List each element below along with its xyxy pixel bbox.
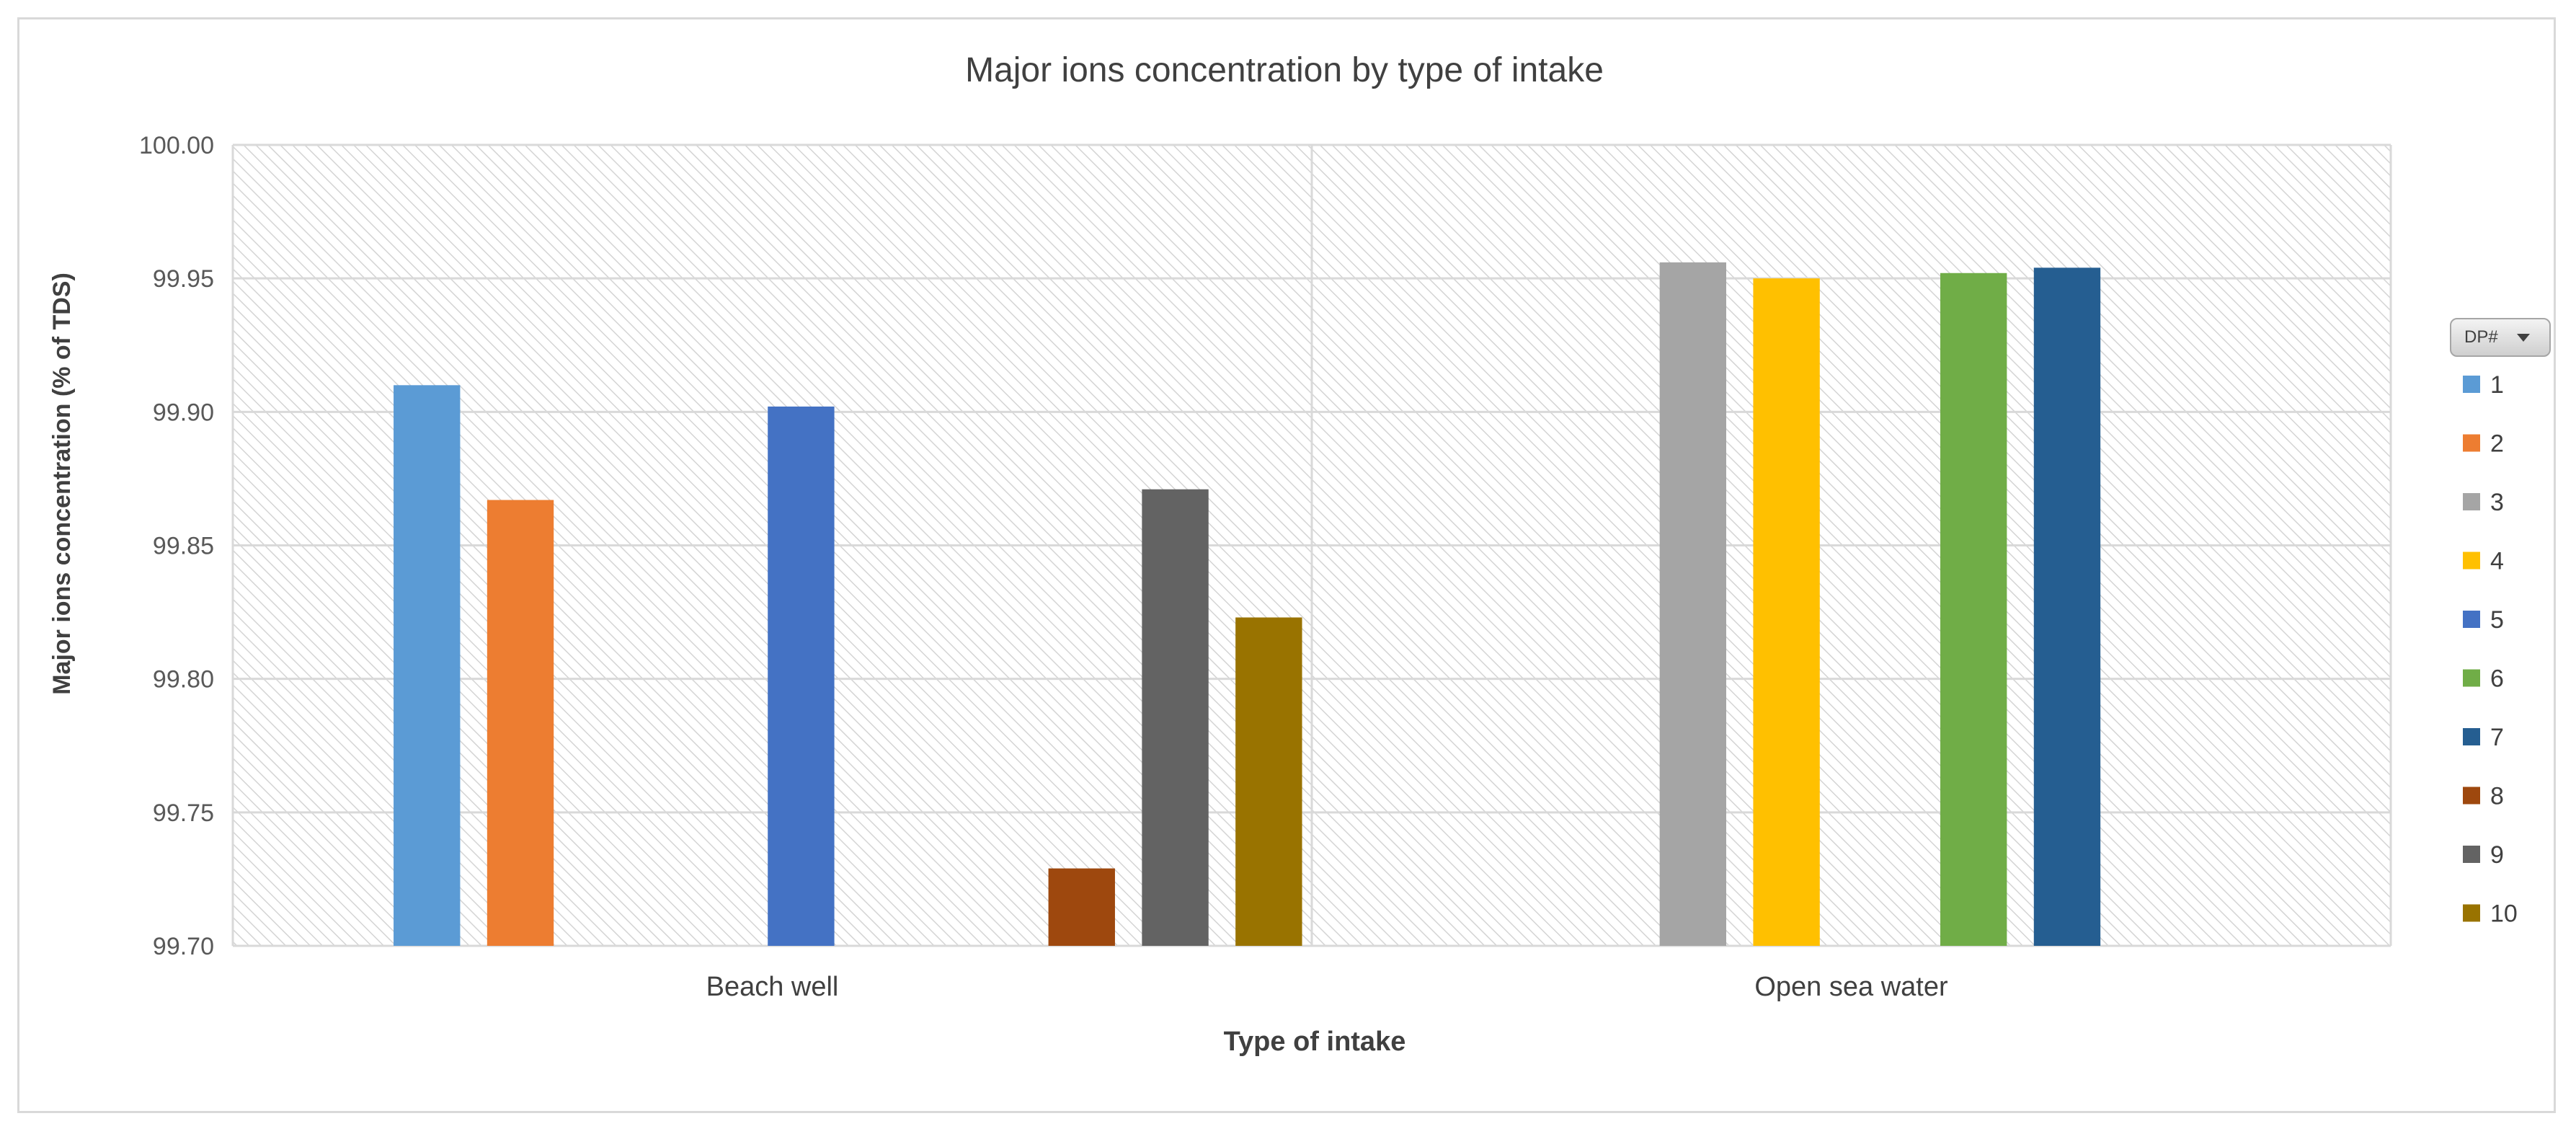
dp-filter-button[interactable]: DP# — [2450, 318, 2551, 357]
y-axis-label: Major ions concentration (% of TDS) — [48, 273, 76, 695]
legend-swatch-3 — [2463, 493, 2480, 510]
bar-dp-2 — [487, 500, 554, 946]
legend-label: 2 — [2490, 430, 2504, 458]
x-axis-label: Type of intake — [1224, 1027, 1406, 1057]
legend-label: 3 — [2490, 489, 2504, 516]
legend-swatch-8 — [2463, 787, 2480, 805]
legend-swatch-9 — [2463, 846, 2480, 863]
y-tick-label: 100.00 — [139, 132, 214, 159]
legend-label: 9 — [2490, 841, 2504, 869]
dp-filter-label: DP# — [2464, 327, 2498, 347]
legend-label: 7 — [2490, 724, 2504, 751]
legend-swatch-10 — [2463, 904, 2480, 922]
bar-dp-3 — [1659, 262, 1726, 946]
bar-dp-4 — [1753, 278, 1820, 947]
legend-swatch-1 — [2463, 376, 2480, 393]
legend-label: 10 — [2490, 900, 2518, 928]
legend-label: 6 — [2490, 665, 2504, 693]
legend-swatch-2 — [2463, 434, 2480, 452]
legend-swatch-5 — [2463, 611, 2480, 628]
bar-dp-6 — [1940, 273, 2007, 946]
legend-label: 4 — [2490, 548, 2504, 575]
bar-dp-1 — [394, 385, 461, 946]
bar-dp-5 — [768, 406, 835, 946]
chart-title: Major ions concentration by type of inta… — [965, 51, 1604, 89]
legend-label: 1 — [2490, 371, 2504, 399]
bar-dp-7 — [2033, 267, 2101, 946]
bar-dp-10 — [1235, 617, 1302, 946]
bar-chart: Major ions concentration by type of inta… — [48, 51, 2518, 1057]
x-tick-label: Open sea water — [1754, 972, 1948, 1002]
x-tick-label: Beach well — [706, 972, 839, 1002]
y-tick-label: 99.70 — [153, 933, 214, 960]
legend-label: 8 — [2490, 783, 2504, 810]
dropdown-arrow-icon — [2516, 333, 2530, 342]
legend-label: 5 — [2490, 606, 2504, 634]
bar-dp-9 — [1142, 489, 1209, 946]
legend-swatch-6 — [2463, 669, 2480, 687]
chart-frame: Major ions concentration by type of inta… — [17, 17, 2556, 1113]
y-tick-label: 99.75 — [153, 799, 214, 827]
y-tick-label: 99.80 — [153, 666, 214, 694]
y-tick-label: 99.90 — [153, 399, 214, 426]
legend-swatch-4 — [2463, 552, 2480, 570]
y-tick-label: 99.95 — [153, 265, 214, 293]
y-tick-label: 99.85 — [153, 533, 214, 560]
bar-dp-8 — [1048, 868, 1115, 946]
legend-swatch-7 — [2463, 728, 2480, 745]
